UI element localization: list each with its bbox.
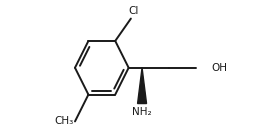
Text: Cl: Cl — [128, 6, 138, 16]
Polygon shape — [138, 68, 147, 104]
Text: CH₃: CH₃ — [54, 116, 73, 126]
Text: NH₂: NH₂ — [132, 107, 152, 117]
Text: OH: OH — [211, 63, 227, 73]
